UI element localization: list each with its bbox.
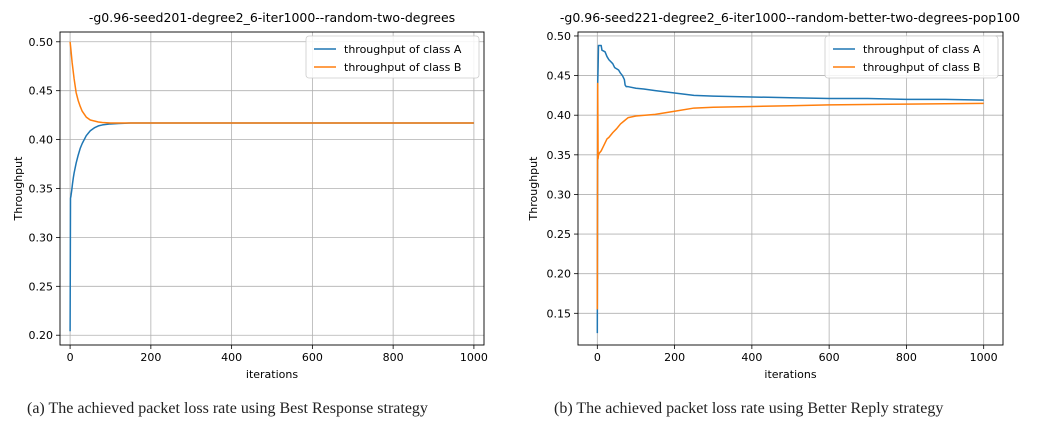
x-tick-label: 400 <box>741 351 762 364</box>
y-tick-label: 0.20 <box>29 329 54 342</box>
y-tick-label: 0.50 <box>547 30 572 43</box>
x-tick-label: 1000 <box>970 351 998 364</box>
x-tick-label: 1000 <box>460 351 488 364</box>
x-tick-label: 800 <box>383 351 404 364</box>
figure: 0 200 400 600 800 1000 0.20 0.25 0.30 0.35 0.40 0.4… <box>12 10 1020 381</box>
y-axis-label: Throughput <box>12 156 25 222</box>
x-tick-label: 600 <box>302 351 323 364</box>
x-tick-label: 200 <box>140 351 161 364</box>
y-tick-label: 0.35 <box>547 149 572 162</box>
chart-title: -g0.96-seed221-degree2_6-iter1000--rando… <box>560 10 1020 25</box>
y-tick-label: 0.15 <box>547 307 572 320</box>
y-tick-label: 0.35 <box>29 183 54 196</box>
legend-box <box>824 35 999 79</box>
caption-a: (a) The achieved packet loss rate using … <box>27 400 428 417</box>
caption-b: (b) The achieved packet loss rate using … <box>554 400 944 417</box>
chart-b: 0 200 400 600 800 1000 0.15 0.20 0.25 0.30 0.35 0.4… <box>527 10 1020 381</box>
x-tick-label: 600 <box>819 351 840 364</box>
x-tick-label: 800 <box>896 351 917 364</box>
y-tick-label: 0.30 <box>29 231 54 244</box>
y-tick-label: 0.40 <box>29 134 54 147</box>
legend-label: throughput of class A <box>863 43 981 56</box>
y-tick-label: 0.30 <box>547 188 572 201</box>
x-axis-label: iterations <box>764 368 816 381</box>
y-tick-label: 0.20 <box>547 268 572 281</box>
y-tick-label: 0.45 <box>547 70 572 83</box>
legend-label: throughput of class B <box>344 61 461 74</box>
y-tick-label: 0.40 <box>547 109 572 122</box>
plot-frame <box>59 31 485 346</box>
x-tick-label: 200 <box>664 351 685 364</box>
legend-label: throughput of class B <box>863 61 980 74</box>
chart-title: -g0.96-seed201-degree2_6-iter1000--rando… <box>89 10 455 25</box>
x-tick-label: 400 <box>221 351 242 364</box>
legend-label: throughput of class A <box>344 43 462 56</box>
series-line-class-a <box>596 44 984 334</box>
y-tick-label: 0.45 <box>29 85 54 98</box>
y-tick-label: 0.25 <box>29 280 54 293</box>
y-tick-label: 0.50 <box>29 36 54 49</box>
y-axis-label: Throughput <box>527 156 540 222</box>
legend-box <box>305 35 480 79</box>
y-tick-label: 0.25 <box>547 228 572 241</box>
x-axis-label: iterations <box>246 368 298 381</box>
series-line-class-a <box>69 122 474 332</box>
plot-frame <box>577 31 1004 346</box>
series-line-class-b <box>596 82 984 310</box>
series-line-class-b <box>69 41 474 124</box>
chart-a: 0 200 400 600 800 1000 0.20 0.25 0.30 0.35 0.40 0.4… <box>12 10 488 381</box>
x-tick-label: 0 <box>67 351 74 364</box>
x-tick-label: 0 <box>594 351 601 364</box>
